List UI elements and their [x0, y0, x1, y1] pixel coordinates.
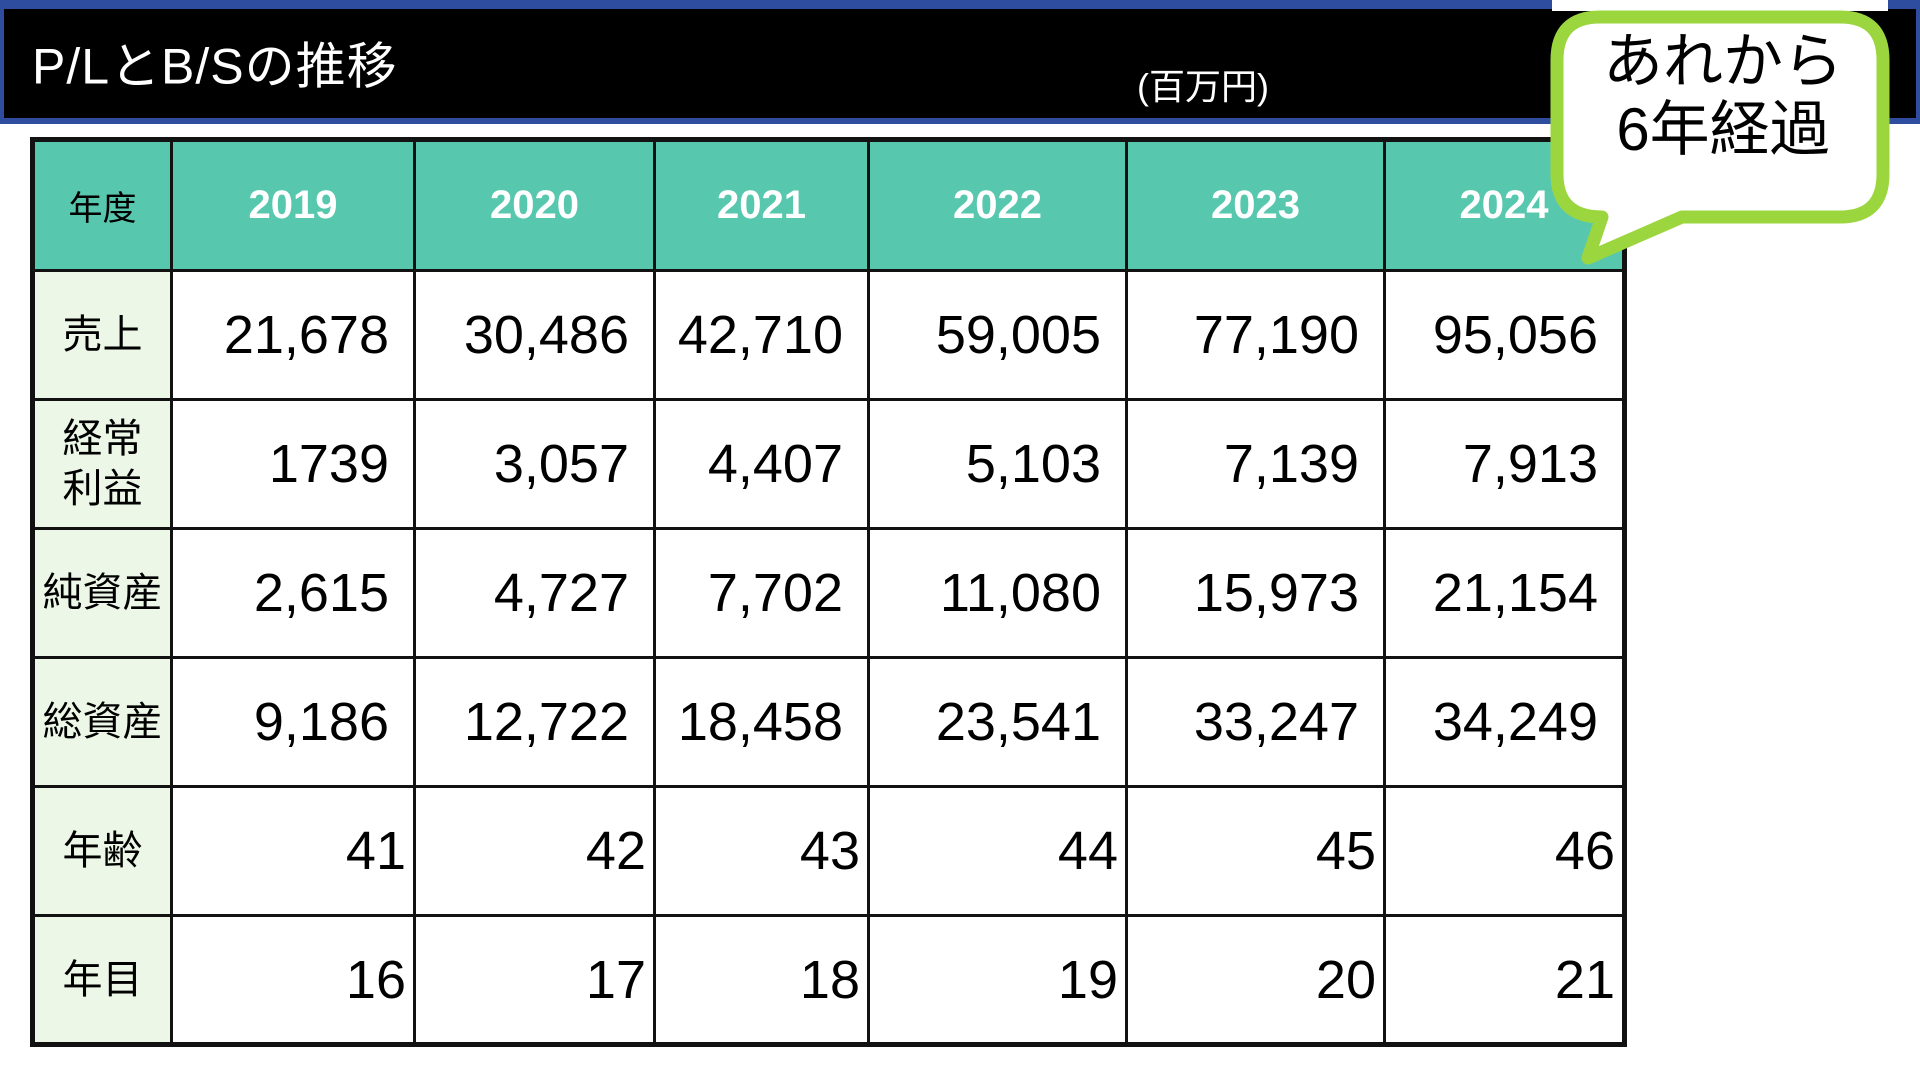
table-cell: 3,057	[413, 398, 656, 530]
year-header-cell: 2019	[170, 138, 416, 272]
table-cell: 12,722	[413, 656, 656, 788]
financial-table: 年度 2019 2020 2021 2022 2023 2024 売上 21,6…	[30, 137, 1627, 1047]
table-cell: 42,710	[653, 269, 870, 401]
table-cell: 7,913	[1383, 398, 1626, 530]
unit-label: (百万円)	[1137, 66, 1269, 107]
row-label: 売上	[31, 269, 173, 401]
table-row-sales: 売上 21,678 30,486 42,710 59,005 77,190 95…	[31, 269, 1626, 401]
table-cell: 7,702	[653, 527, 870, 659]
table-row-total-assets: 総資産 9,186 12,722 18,458 23,541 33,247 34…	[31, 656, 1626, 788]
table-cell: 45	[1125, 785, 1386, 917]
year-header-cell: 2021	[653, 138, 870, 272]
table-cell: 30,486	[413, 269, 656, 401]
table-cell: 41	[170, 785, 416, 917]
table-cell: 5,103	[867, 398, 1128, 530]
table-cell: 77,190	[1125, 269, 1386, 401]
table-cell: 16	[170, 914, 416, 1046]
table-cell: 20	[1125, 914, 1386, 1046]
table-cell: 95,056	[1383, 269, 1626, 401]
table-cell: 9,186	[170, 656, 416, 788]
table-cell: 59,005	[867, 269, 1128, 401]
callout-bubble	[1550, 0, 1895, 270]
corner-cell-fiscal-year: 年度	[31, 138, 173, 272]
speech-bubble-icon	[1550, 0, 1890, 265]
year-header-cell: 2022	[867, 138, 1128, 272]
row-label: 純資産	[31, 527, 173, 659]
callout-text: あれから 6年経過	[1603, 28, 1843, 163]
row-label: 経常 利益	[31, 398, 173, 530]
table-cell: 46	[1383, 785, 1626, 917]
table-cell: 33,247	[1125, 656, 1386, 788]
row-label: 年目	[31, 914, 173, 1046]
table-cell: 1739	[170, 398, 416, 530]
table-cell: 21,154	[1383, 527, 1626, 659]
table-cell: 11,080	[867, 527, 1128, 659]
table-cell: 34,249	[1383, 656, 1626, 788]
table-cell: 4,407	[653, 398, 870, 530]
year-header-cell: 2023	[1125, 138, 1386, 272]
table-cell: 4,727	[413, 527, 656, 659]
table-cell: 19	[867, 914, 1128, 1046]
table-cell: 18	[653, 914, 870, 1046]
table-cell: 17	[413, 914, 656, 1046]
table-row-business-year: 年目 16 17 18 19 20 21	[31, 914, 1626, 1046]
row-label: 年齢	[31, 785, 173, 917]
table-cell: 7,139	[1125, 398, 1386, 530]
table-cell: 15,973	[1125, 527, 1386, 659]
table-cell: 21,678	[170, 269, 416, 401]
table-cell: 44	[867, 785, 1128, 917]
table-row-ordinary-profit: 経常 利益 1739 3,057 4,407 5,103 7,139 7,913	[31, 398, 1626, 530]
table-cell: 42	[413, 785, 656, 917]
page-title: P/LとB/Sの推移	[32, 38, 398, 95]
table-cell: 21	[1383, 914, 1626, 1046]
table-row-net-assets: 純資産 2,615 4,727 7,702 11,080 15,973 21,1…	[31, 527, 1626, 659]
table-cell: 18,458	[653, 656, 870, 788]
table-row-age: 年齢 41 42 43 44 45 46	[31, 785, 1626, 917]
table-header-row: 年度 2019 2020 2021 2022 2023 2024	[31, 138, 1626, 272]
table-cell: 2,615	[170, 527, 416, 659]
row-label: 総資産	[31, 656, 173, 788]
table-cell: 23,541	[867, 656, 1128, 788]
year-header-cell: 2020	[413, 138, 656, 272]
table-cell: 43	[653, 785, 870, 917]
